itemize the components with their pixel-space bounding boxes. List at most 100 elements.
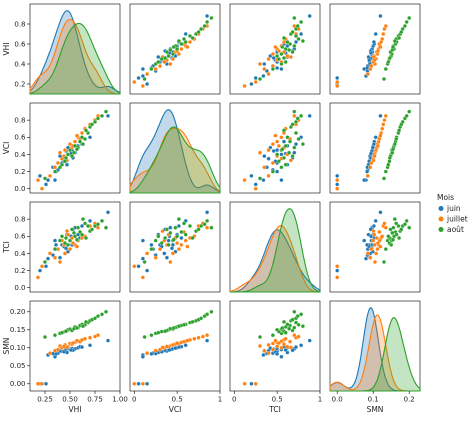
point-juillet [185,338,190,343]
point-août [299,113,304,118]
point-juin [43,264,49,269]
point-juillet [296,334,301,339]
point-juin [261,352,266,358]
kde-août [129,126,221,194]
point-juillet [380,234,385,239]
point-août [293,33,299,39]
point-août [168,47,173,53]
point-août [52,333,58,338]
point-juin [292,150,297,155]
point-juillet [52,165,58,170]
point-août [292,15,297,21]
panel-tci-vs-vci [129,201,221,293]
point-août [392,217,397,222]
point-août [171,44,176,50]
point-juillet [369,247,374,252]
point-juin [164,255,169,260]
point-août [390,44,396,50]
point-juillet [287,339,293,344]
point-juin [53,242,59,247]
point-juin [140,66,145,72]
point-août [287,47,292,53]
point-juin [249,381,254,386]
point-août [209,15,214,21]
point-août [292,325,297,330]
point-août [404,218,409,223]
point-août [67,148,73,153]
point-août [290,154,295,159]
panel-vhi-vs-smn [329,3,421,95]
point-juin [279,354,284,359]
point-août [175,234,180,239]
point-août [142,334,147,340]
point-juillet [262,165,267,170]
legend-title: Mois [437,193,454,202]
point-août [276,159,281,164]
point-août [57,238,63,243]
point-août [156,59,161,65]
point-juin [136,381,141,386]
point-août [190,235,195,241]
legend-label-juin: juin [446,204,461,213]
point-juin [307,338,312,343]
point-août [387,155,392,160]
point-juillet [382,118,387,123]
point-août [69,227,75,232]
x-tick-label: 0 [232,396,236,404]
point-juillet [375,143,380,148]
point-août [292,109,297,114]
point-juin [335,182,340,187]
point-juillet [79,130,85,136]
point-juillet [74,244,80,249]
point-juin [378,13,383,19]
y-tick-label: 0.2 [14,267,25,275]
point-août [285,135,290,140]
point-juin [145,268,150,273]
point-août [397,235,402,241]
point-juillet [74,133,80,138]
y-axis-label-smn: SMN [2,338,11,355]
point-juillet [380,36,385,42]
point-août [300,142,305,147]
point-juillet [145,251,150,256]
point-juin [299,31,304,37]
point-août [63,155,69,160]
y-tick-label: 0.6 [14,134,26,142]
point-août [149,66,154,72]
point-août [65,242,71,247]
point-août [205,218,210,223]
point-août [381,259,387,265]
point-juillet [270,51,275,57]
point-juin [105,113,111,118]
point-août [276,56,281,62]
point-août [394,136,399,142]
point-août [82,221,88,226]
point-août [209,225,214,230]
point-août [196,227,201,232]
y-tick-label: 0.05 [10,362,26,370]
point-juin [176,345,181,350]
kde-août [230,208,321,293]
point-juillet [72,139,78,144]
point-août [95,314,101,319]
point-juillet [262,66,267,72]
point-août [181,322,187,327]
point-août [79,232,85,237]
point-août [77,139,83,144]
point-juillet [335,83,340,89]
point-juillet [292,113,297,118]
point-août [63,235,69,241]
x-tick-label: 1.00 [112,396,128,404]
point-juillet [35,178,41,183]
point-juillet [242,178,247,183]
point-août [166,53,171,59]
point-juillet [205,333,210,338]
point-juillet [368,165,373,170]
x-axis-label-vhi: VHI [69,405,82,414]
point-août [59,330,65,335]
point-août [279,165,284,170]
point-août [400,119,405,124]
point-août [290,49,295,55]
point-juillet [145,351,150,356]
point-juin [378,210,383,215]
